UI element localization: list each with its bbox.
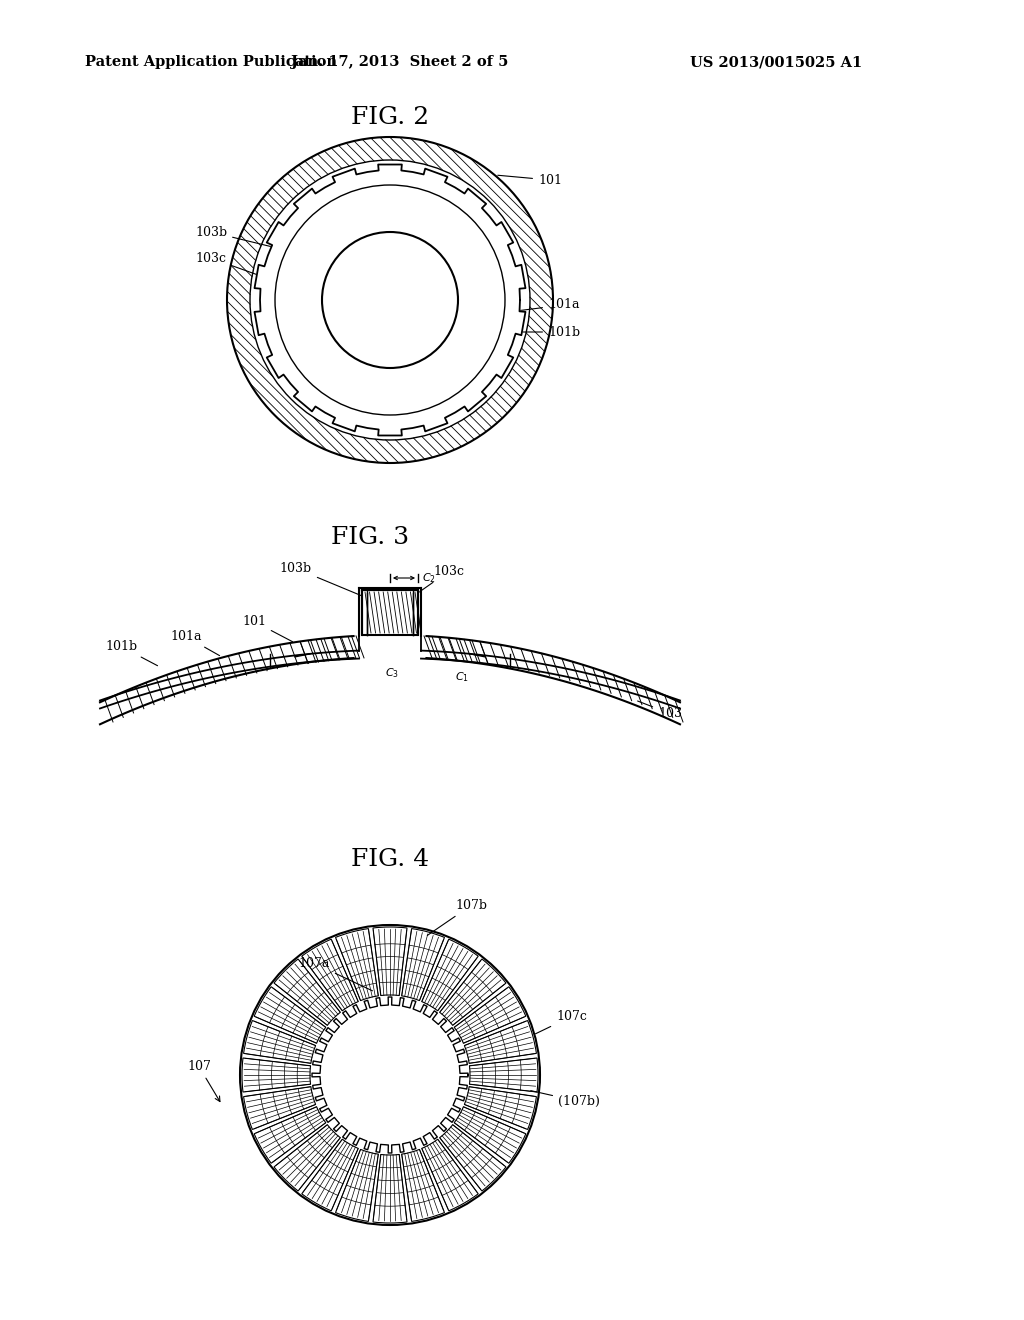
Text: Patent Application Publication: Patent Application Publication <box>85 55 337 69</box>
Polygon shape <box>255 165 525 436</box>
Wedge shape <box>274 1125 340 1191</box>
Polygon shape <box>312 997 468 1152</box>
Wedge shape <box>401 928 444 1001</box>
Text: 103a: 103a <box>438 329 476 342</box>
Text: Jan. 17, 2013  Sheet 2 of 5: Jan. 17, 2013 Sheet 2 of 5 <box>291 55 509 69</box>
Wedge shape <box>455 987 526 1043</box>
Circle shape <box>240 925 540 1225</box>
Wedge shape <box>401 1150 444 1221</box>
Text: 101a: 101a <box>511 298 580 312</box>
Wedge shape <box>439 1125 506 1191</box>
Wedge shape <box>244 1086 315 1130</box>
Text: 101a: 101a <box>170 630 219 656</box>
Text: 107b: 107b <box>427 899 487 936</box>
Text: 101b: 101b <box>105 640 158 665</box>
Text: 107a: 107a <box>299 957 373 991</box>
Text: 107c: 107c <box>536 1010 587 1034</box>
Text: FIG. 2: FIG. 2 <box>351 107 429 129</box>
Circle shape <box>255 165 525 436</box>
Text: 103c: 103c <box>417 565 464 594</box>
Text: 103: 103 <box>638 701 682 719</box>
Text: US 2013/0015025 A1: US 2013/0015025 A1 <box>690 55 862 69</box>
Text: FIG. 3: FIG. 3 <box>331 527 409 549</box>
Circle shape <box>227 137 553 463</box>
Wedge shape <box>254 987 326 1043</box>
Text: 103b: 103b <box>280 562 365 597</box>
Text: 103: 103 <box>414 264 452 284</box>
Wedge shape <box>422 1139 478 1210</box>
Wedge shape <box>336 1150 378 1221</box>
Wedge shape <box>244 1020 315 1064</box>
Wedge shape <box>464 1086 537 1130</box>
Wedge shape <box>439 960 506 1026</box>
Wedge shape <box>455 1106 526 1163</box>
Wedge shape <box>242 1059 310 1092</box>
Wedge shape <box>336 928 378 1001</box>
Circle shape <box>322 1007 458 1143</box>
Circle shape <box>322 1007 458 1143</box>
Text: $C_2$: $C_2$ <box>422 572 436 585</box>
Text: 101: 101 <box>242 615 293 642</box>
Wedge shape <box>302 939 358 1011</box>
Text: 101: 101 <box>498 173 562 186</box>
Text: $C_3$: $C_3$ <box>385 667 399 680</box>
Text: FIG. 4: FIG. 4 <box>351 849 429 871</box>
Polygon shape <box>426 636 680 725</box>
Text: $C_1$: $C_1$ <box>455 671 469 684</box>
Polygon shape <box>100 636 353 725</box>
Wedge shape <box>373 1155 407 1224</box>
Text: 103b: 103b <box>195 226 283 249</box>
Wedge shape <box>469 1059 538 1092</box>
Text: (107b): (107b) <box>530 1090 600 1107</box>
Polygon shape <box>362 590 418 635</box>
Wedge shape <box>422 939 478 1011</box>
Text: 101b: 101b <box>511 326 581 338</box>
Text: 107: 107 <box>187 1060 220 1102</box>
Wedge shape <box>464 1020 537 1064</box>
Circle shape <box>322 232 458 368</box>
Wedge shape <box>274 960 340 1026</box>
Wedge shape <box>373 927 407 995</box>
Text: 103c: 103c <box>195 252 269 279</box>
Wedge shape <box>302 1139 358 1210</box>
Wedge shape <box>254 1106 326 1163</box>
